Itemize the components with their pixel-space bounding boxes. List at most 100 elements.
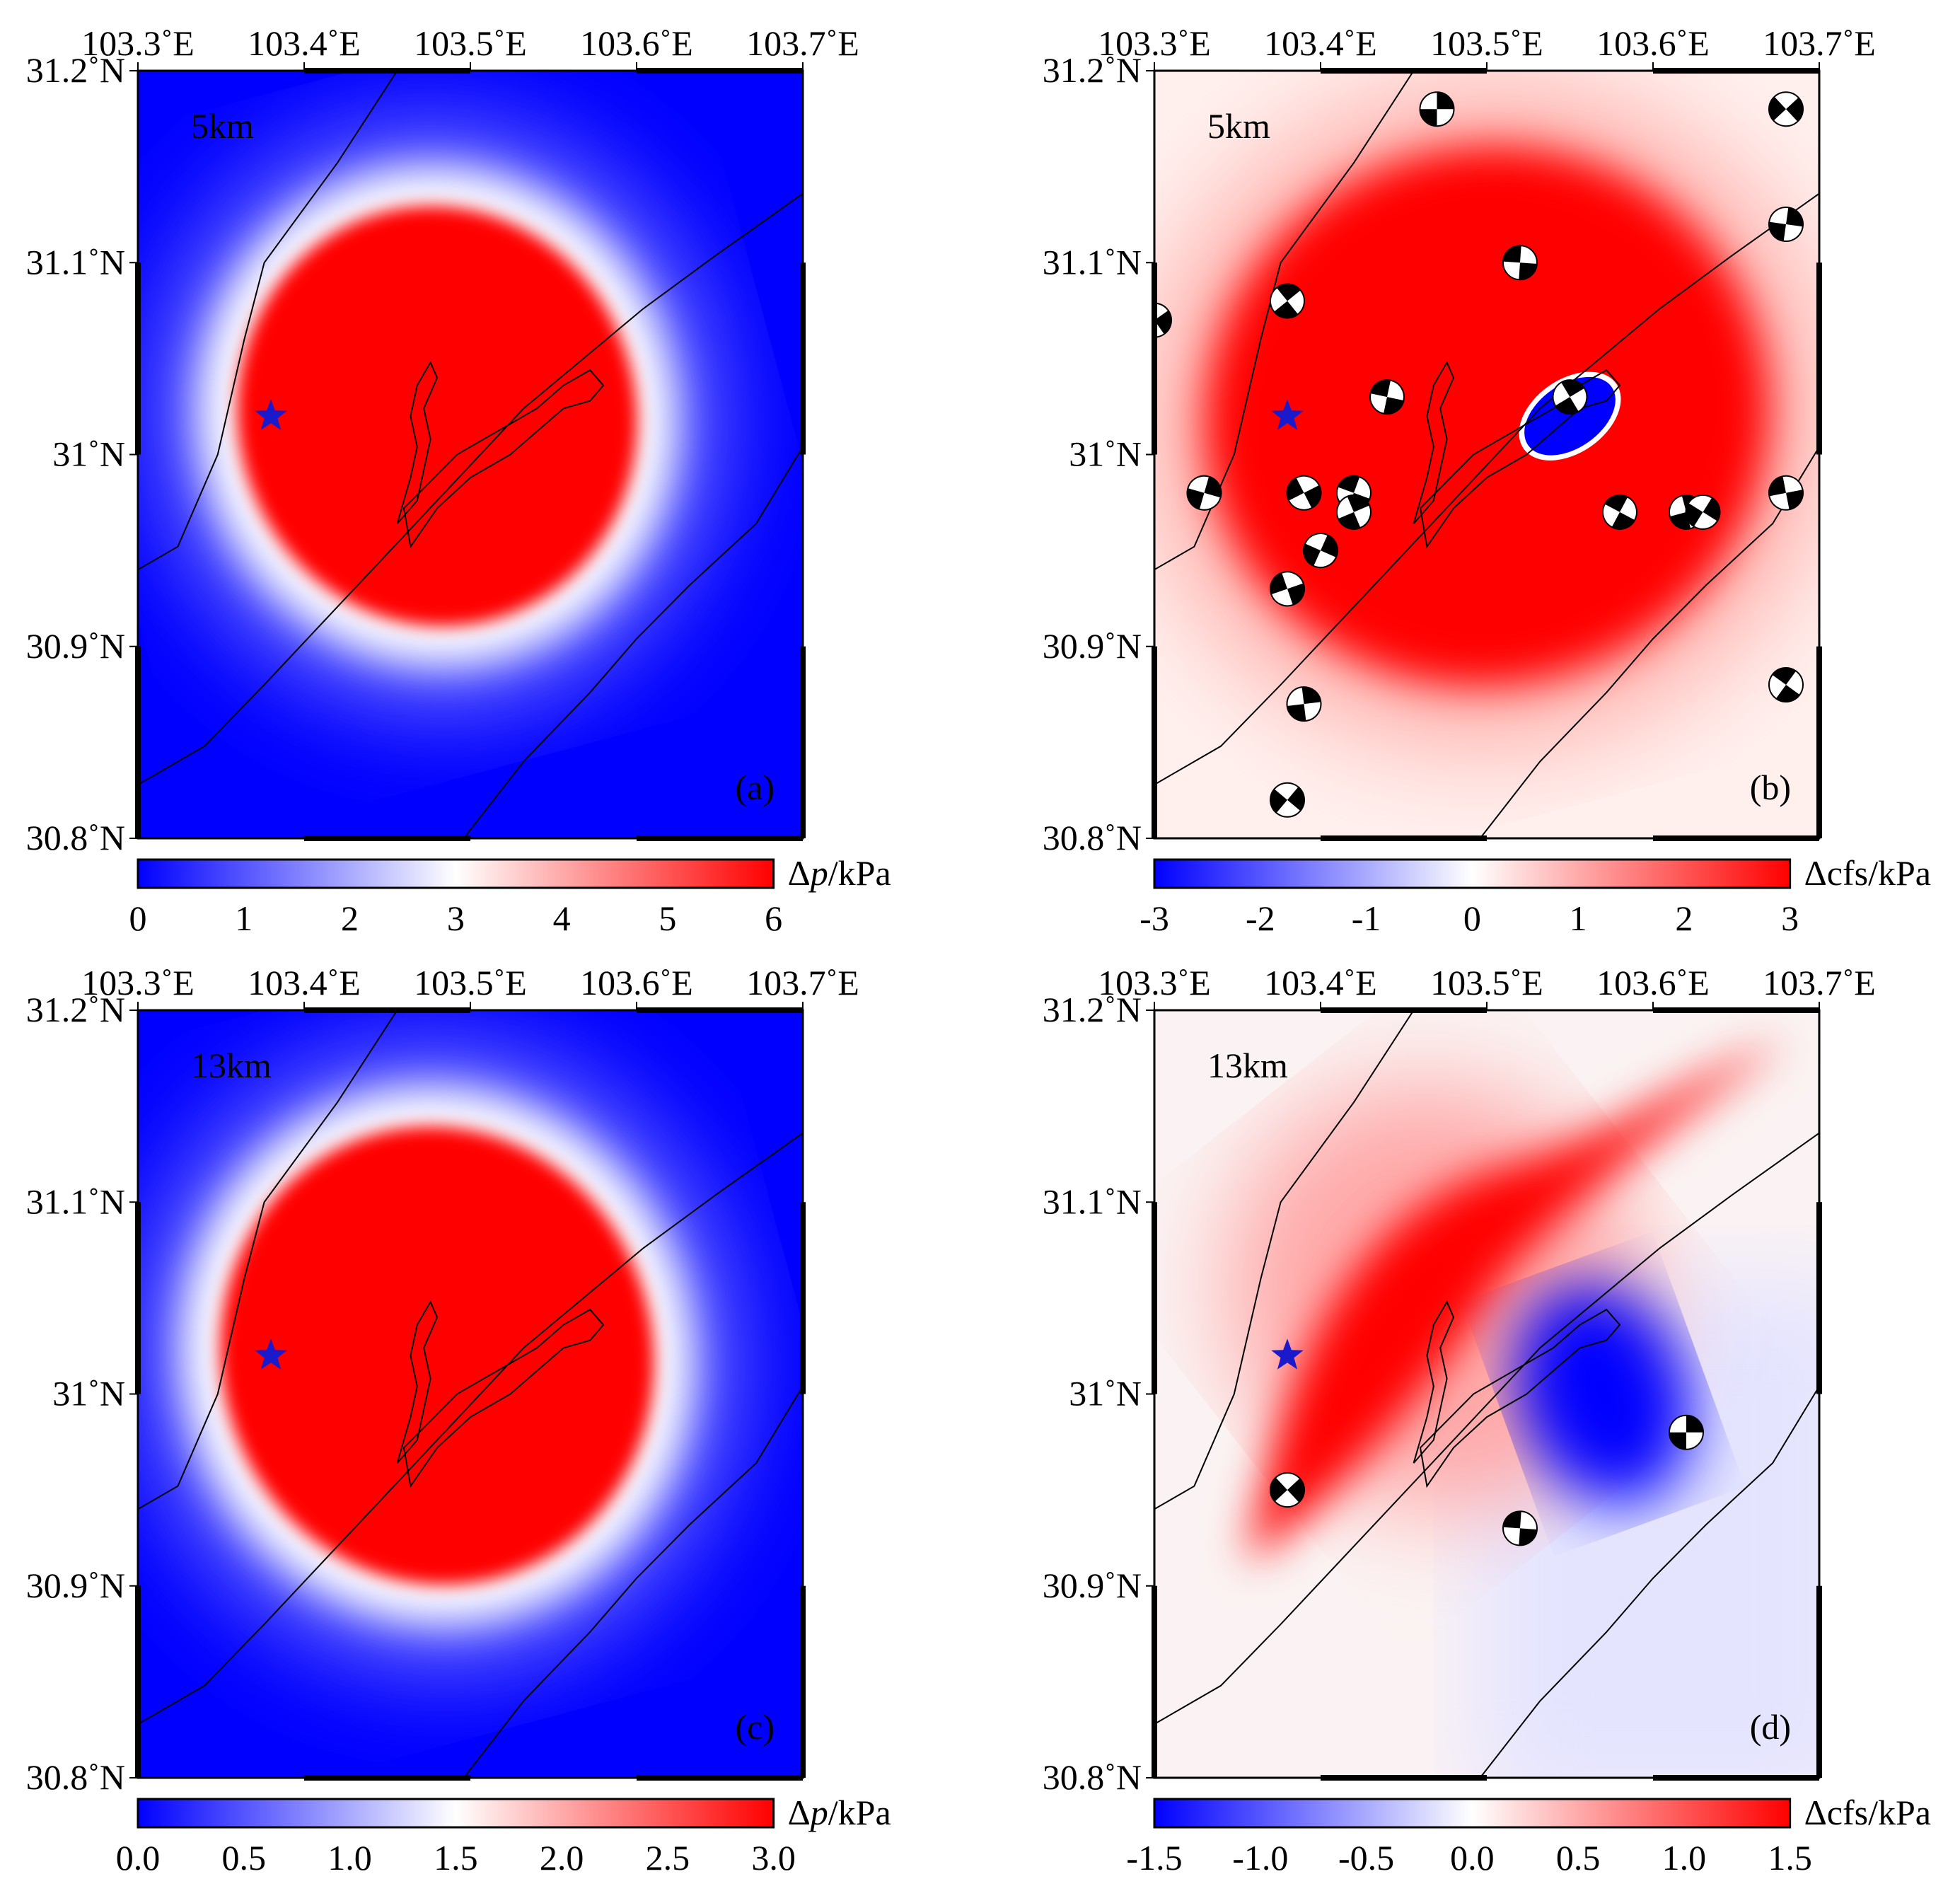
colorbar-tick-label: -1 xyxy=(1352,898,1381,938)
fault-line xyxy=(1154,71,1415,571)
lat-tick-label: 30.9˚N xyxy=(26,626,125,666)
focal-mechanism-icon xyxy=(1602,494,1637,530)
colorbar-tick-label: 3 xyxy=(1781,898,1799,938)
lon-tick-label: 103.7˚E xyxy=(1763,963,1876,1002)
lat-tick-label: 30.9˚N xyxy=(26,1566,125,1605)
map-field xyxy=(1154,1010,1819,1778)
lat-tick-label: 30.9˚N xyxy=(1043,1566,1142,1605)
focal-mechanism-icon xyxy=(1552,379,1588,415)
fault-line xyxy=(138,71,398,571)
colorbar-tick-label: 0.0 xyxy=(116,1838,161,1878)
focal-mechanism-icon xyxy=(1369,379,1405,415)
panel-label: (d) xyxy=(1750,1707,1791,1747)
focal-mechanism-icon xyxy=(1270,571,1305,607)
colorbar-tick-label: 1.0 xyxy=(327,1838,371,1878)
colorbar-tick-label: 2 xyxy=(1675,898,1693,938)
colorbar-tick-label: 4 xyxy=(553,898,571,938)
colorbar-tick-label: -3 xyxy=(1140,898,1169,938)
field-core xyxy=(220,1126,654,1585)
lat-tick-label: 30.9˚N xyxy=(1043,626,1142,666)
focal-mechanism-icon xyxy=(1768,667,1804,702)
lon-tick-label: 103.4˚E xyxy=(1264,963,1377,1002)
focal-mechanism-icon xyxy=(1419,91,1455,127)
fault-line xyxy=(463,1386,803,1778)
river-outline xyxy=(1413,1300,1621,1488)
lat-tick-label: 31.2˚N xyxy=(26,990,125,1029)
lon-tick-label: 103.4˚E xyxy=(248,23,361,63)
lat-tick-label: 31.1˚N xyxy=(1043,1181,1142,1221)
fault-line xyxy=(1154,1132,1819,1725)
colorbar-tick-label: 3.0 xyxy=(751,1838,796,1878)
colorbar-title: Δcfs/kPa xyxy=(1804,1793,1931,1832)
depth-label: 13km xyxy=(191,1046,272,1085)
focal-mechanism-icon xyxy=(1270,283,1305,319)
fault-line xyxy=(138,1010,398,1510)
focal-mechanism-icon xyxy=(1768,207,1804,242)
lat-tick-label: 31.2˚N xyxy=(1043,50,1142,90)
lat-tick-label: 31.1˚N xyxy=(26,242,125,282)
focal-mechanism-icon xyxy=(1270,782,1305,818)
field-core xyxy=(1205,146,1769,686)
map-panel-b: 103.3˚E 103.4˚E 103.5˚E 103.6˚E 103.7˚E 31.2˚… xyxy=(1043,23,1931,938)
colorbar-tick-label: 3 xyxy=(447,898,465,938)
focal-mechanism-icon xyxy=(1502,245,1538,281)
fault-line xyxy=(138,1132,803,1725)
field-negative-spot xyxy=(1524,376,1616,456)
fault-line xyxy=(1154,192,1819,785)
field-negative-lobe xyxy=(1514,1283,1692,1505)
focal-mechanism-icon xyxy=(1154,302,1172,338)
colorbar-tick-label: 2.0 xyxy=(540,1838,584,1878)
depth-label: 5km xyxy=(1207,106,1270,146)
lat-tick-label: 31.1˚N xyxy=(26,1181,125,1221)
colorbar xyxy=(1153,858,1792,889)
fault-line xyxy=(1479,1386,1819,1778)
focal-mechanism-icon xyxy=(1303,533,1338,569)
lon-tick-label: 103.3˚E xyxy=(81,23,195,63)
focal-mechanism-icon xyxy=(1768,475,1804,511)
lon-tick-label: 103.6˚E xyxy=(1596,23,1710,63)
colorbar-tick-label: -1.5 xyxy=(1126,1838,1182,1878)
colorbar-tick-label: 1.5 xyxy=(1768,1838,1812,1878)
lat-tick-label: 30.8˚N xyxy=(1043,1757,1142,1797)
epicenter-star-icon xyxy=(1271,1338,1304,1370)
lon-tick-label: 103.6˚E xyxy=(580,23,693,63)
river-outline xyxy=(1413,361,1621,549)
colorbar-tick-label: 1.5 xyxy=(434,1838,478,1878)
river-outline xyxy=(396,361,605,549)
colorbar-tick-label: 0.5 xyxy=(222,1838,267,1878)
focal-mechanism-icon xyxy=(1286,686,1322,722)
lat-tick-label: 30.8˚N xyxy=(1043,818,1142,857)
colorbar xyxy=(137,858,775,889)
colorbar-tick-label: 2 xyxy=(341,898,359,938)
fault-line xyxy=(463,446,803,838)
lat-tick-label: 31˚N xyxy=(52,1374,125,1413)
colorbar xyxy=(137,1798,775,1829)
focal-mechanism-icon xyxy=(1669,1414,1704,1450)
lat-tick-label: 31.2˚N xyxy=(26,50,125,90)
lon-tick-label: 103.6˚E xyxy=(580,963,693,1002)
lon-tick-label: 103.7˚E xyxy=(746,963,859,1002)
map-panel-a: 103.3˚E 103.4˚E 103.5˚E 103.6˚E 103.7˚E 31.2˚… xyxy=(26,23,891,938)
lon-tick-label: 103.5˚E xyxy=(1430,963,1543,1002)
colorbar-tick-label: 1.0 xyxy=(1662,1838,1707,1878)
fault-line xyxy=(138,192,803,785)
field-positive-lobe xyxy=(1247,1041,1786,1563)
colorbar-tick-label: 0 xyxy=(129,898,147,938)
lon-tick-label: 103.5˚E xyxy=(1430,23,1543,63)
lon-tick-label: 103.4˚E xyxy=(1264,23,1377,63)
focal-mechanism-icon xyxy=(1336,494,1372,530)
colorbar-tick-label: 6 xyxy=(765,898,782,938)
lon-tick-label: 103.7˚E xyxy=(1763,23,1876,63)
map-field xyxy=(1154,71,1819,838)
lon-tick-label: 103.5˚E xyxy=(414,963,527,1002)
depth-label: 13km xyxy=(1207,1046,1288,1085)
lat-tick-label: 31˚N xyxy=(1069,434,1142,474)
focal-mechanism-icon xyxy=(1685,494,1721,530)
colorbar-tick-label: -1.0 xyxy=(1232,1838,1288,1878)
colorbar-tick-label: 2.5 xyxy=(646,1838,690,1878)
colorbar-tick-label: 1 xyxy=(235,898,253,938)
lon-tick-label: 103.4˚E xyxy=(248,963,361,1002)
colorbar-title: Δcfs/kPa xyxy=(1804,853,1931,893)
map-field xyxy=(138,1010,803,1778)
